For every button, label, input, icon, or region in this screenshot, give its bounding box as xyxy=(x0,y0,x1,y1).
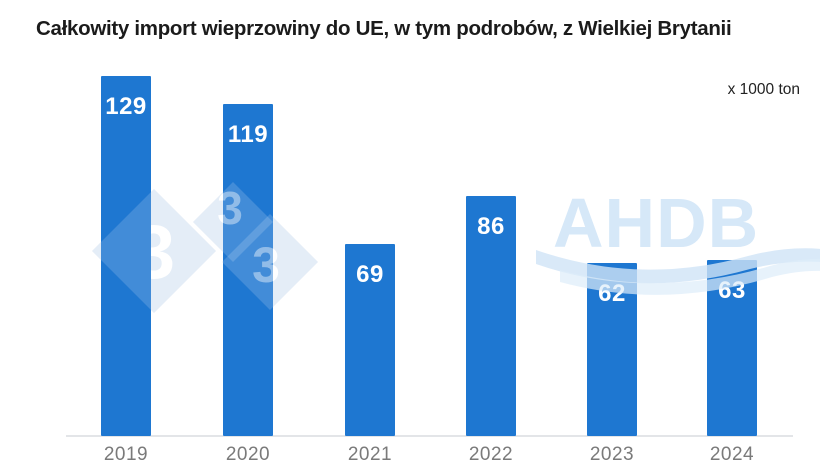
x-axis-label-2019: 2019 xyxy=(103,444,149,465)
x-axis-label-2024: 2024 xyxy=(709,444,755,465)
x-axis-label-2022: 2022 xyxy=(468,444,514,465)
bar-value-label: 119 xyxy=(227,121,269,148)
bar-value-label: 69 xyxy=(356,260,384,288)
unit-label: x 1000 ton xyxy=(727,81,800,98)
x-axis-line xyxy=(66,435,793,437)
bar-2021: 69 xyxy=(345,243,395,436)
bar-2019: 129 xyxy=(101,76,151,436)
bar-2023: 62 xyxy=(587,263,637,436)
x-axis-label-2023: 2023 xyxy=(589,444,635,465)
bar-2020: 119 xyxy=(223,104,273,436)
chart-title: Całkowity import wieprzowiny do UE, w ty… xyxy=(36,17,732,40)
bar-value-label: 63 xyxy=(718,277,746,305)
bar-2022: 86 xyxy=(466,196,516,436)
bar-value-label: 62 xyxy=(598,280,626,307)
x-axis-label-2021: 2021 xyxy=(347,444,393,465)
bar-value-label: 129 xyxy=(105,93,147,121)
bar-value-label: 86 xyxy=(477,213,505,241)
x-axis-label-2020: 2020 xyxy=(225,444,271,465)
bar-2024: 63 xyxy=(707,260,757,436)
